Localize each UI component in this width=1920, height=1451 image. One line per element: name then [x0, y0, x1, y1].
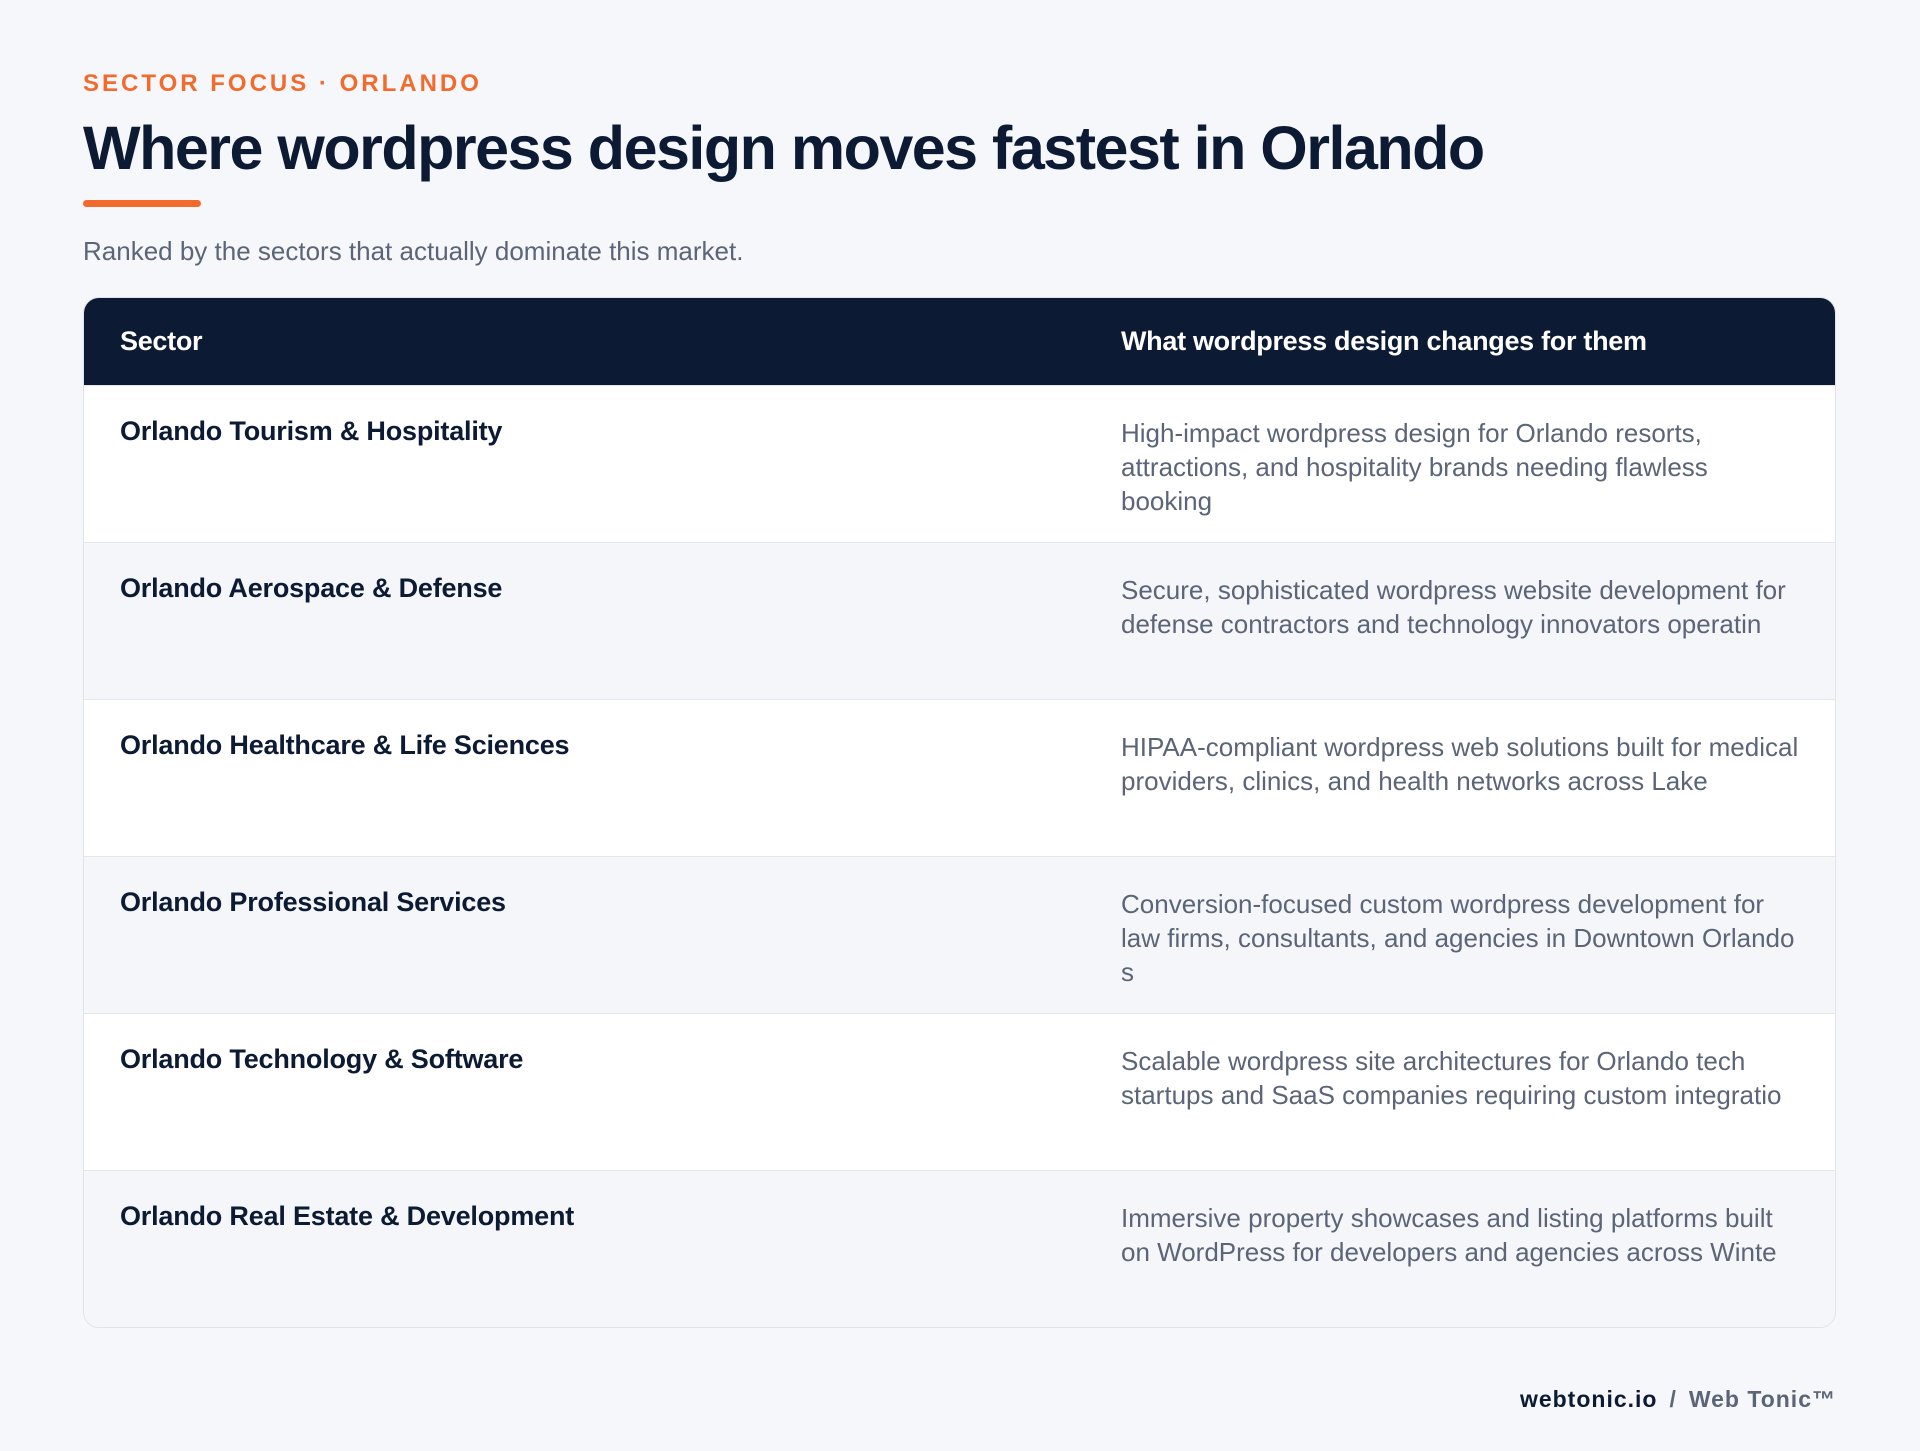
- sector-name: Orlando Technology & Software: [120, 1044, 524, 1074]
- column-header-changes: What wordpress design changes for them: [1121, 326, 1647, 356]
- table-row: Orlando Technology & Software Scalable w…: [84, 1013, 1835, 1170]
- sector-change: Immersive property showcases and listing…: [1121, 1203, 1777, 1267]
- sector-name: Orlando Real Estate & Development: [120, 1201, 575, 1231]
- eyebrow-label: SECTOR FOCUS · ORLANDO: [83, 70, 482, 97]
- sector-change: Scalable wordpress site architectures fo…: [1121, 1046, 1782, 1110]
- column-header-sector: Sector: [120, 326, 203, 356]
- sector-change: Secure, sophisticated wordpress website …: [1121, 575, 1786, 639]
- table-header: Sector What wordpress design changes for…: [84, 298, 1835, 385]
- footer-separator: /: [1669, 1386, 1677, 1412]
- table-row: Orlando Aerospace & Defense Secure, soph…: [84, 542, 1835, 699]
- page-title: Where wordpress design moves fastest in …: [83, 114, 1485, 182]
- title-accent-bar: [83, 200, 201, 207]
- table-row: Orlando Professional Services Conversion…: [84, 856, 1835, 1013]
- page-subtitle: Ranked by the sectors that actually domi…: [83, 236, 744, 266]
- sector-change: HIPAA-compliant wordpress web solutions …: [1121, 732, 1799, 796]
- sector-name: Orlando Professional Services: [120, 887, 506, 917]
- sector-change: High-impact wordpress design for Orlando…: [1121, 418, 1708, 516]
- sector-table: Sector What wordpress design changes for…: [83, 297, 1836, 1328]
- table-row: Orlando Healthcare & Life Sciences HIPAA…: [84, 699, 1835, 856]
- sector-change: Conversion-focused custom wordpress deve…: [1121, 889, 1795, 987]
- footer-brand: webtonic.io / Web Tonic™: [1520, 1386, 1836, 1413]
- sector-name: Orlando Tourism & Hospitality: [120, 416, 503, 446]
- sector-name: Orlando Aerospace & Defense: [120, 573, 503, 603]
- sector-name: Orlando Healthcare & Life Sciences: [120, 730, 570, 760]
- table-row: Orlando Tourism & Hospitality High-impac…: [84, 385, 1835, 542]
- table-row: Orlando Real Estate & Development Immers…: [84, 1170, 1835, 1327]
- footer-domain-link[interactable]: webtonic.io: [1519, 1386, 1658, 1412]
- footer-brand-name: Web Tonic™: [1688, 1386, 1836, 1412]
